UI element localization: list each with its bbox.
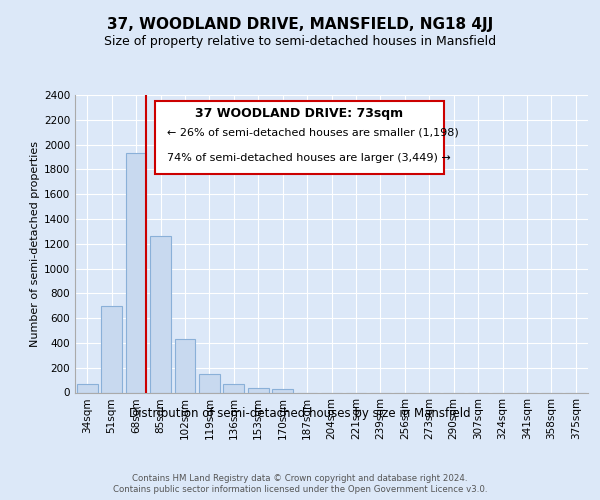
Text: Contains HM Land Registry data © Crown copyright and database right 2024.: Contains HM Land Registry data © Crown c…	[132, 474, 468, 483]
Bar	[101, 306, 122, 392]
Text: 37, WOODLAND DRIVE, MANSFIELD, NG18 4JJ: 37, WOODLAND DRIVE, MANSFIELD, NG18 4JJ	[107, 18, 493, 32]
Bar	[248, 388, 269, 392]
Bar	[199, 374, 220, 392]
Text: 74% of semi-detached houses are larger (3,449) →: 74% of semi-detached houses are larger (…	[167, 153, 451, 163]
Bar	[125, 154, 146, 392]
Bar	[223, 384, 244, 392]
Text: ← 26% of semi-detached houses are smaller (1,198): ← 26% of semi-detached houses are smalle…	[167, 128, 459, 138]
Bar	[150, 236, 171, 392]
Bar	[272, 390, 293, 392]
Bar	[175, 339, 196, 392]
Text: 37 WOODLAND DRIVE: 73sqm: 37 WOODLAND DRIVE: 73sqm	[196, 107, 404, 120]
Y-axis label: Number of semi-detached properties: Number of semi-detached properties	[30, 141, 40, 347]
Text: Distribution of semi-detached houses by size in Mansfield: Distribution of semi-detached houses by …	[129, 408, 471, 420]
Text: Size of property relative to semi-detached houses in Mansfield: Size of property relative to semi-detach…	[104, 35, 496, 48]
Bar	[77, 384, 98, 392]
FancyBboxPatch shape	[155, 101, 445, 174]
Text: Contains public sector information licensed under the Open Government Licence v3: Contains public sector information licen…	[113, 485, 487, 494]
